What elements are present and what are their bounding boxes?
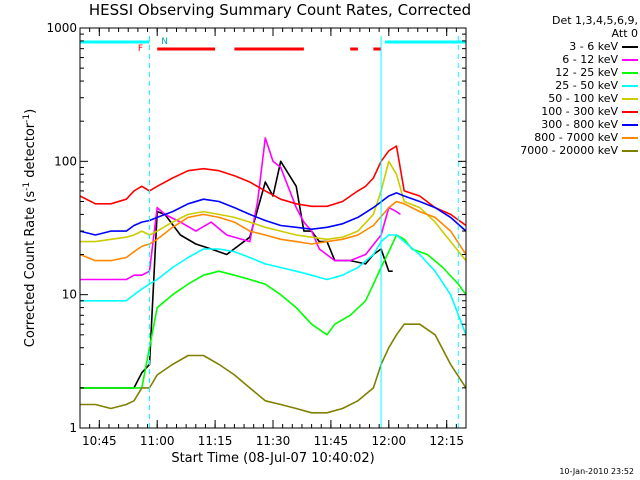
- x-tick-label-3: 11:30: [256, 434, 291, 448]
- legend-entry: 12 - 25 keV: [484, 66, 638, 79]
- legend-swatch: [622, 110, 638, 113]
- state-mark-f: F: [138, 44, 143, 54]
- legend-swatch: [622, 71, 638, 74]
- y-axis-label: Corrected Count Rate (s-1 detector-1): [22, 109, 38, 347]
- series-lines: [80, 137, 466, 414]
- legend-swatch: [622, 58, 638, 61]
- legend-label: 12 - 25 keV: [555, 66, 618, 79]
- legend-swatch: [622, 123, 638, 126]
- chart-title: HESSI Observing Summary Count Rates, Cor…: [88, 1, 472, 19]
- series-line-6: [80, 192, 466, 236]
- legend-entry: 7000 - 20000 keV: [484, 144, 638, 157]
- series-line-4: [80, 160, 466, 262]
- y-tick-label-1: 10: [62, 288, 77, 302]
- legend-label: 50 - 100 keV: [548, 92, 618, 105]
- legend-entry: 6 - 12 keV: [484, 53, 638, 66]
- legend-header-line-1: Det 1,3,4,5,6,9,: [551, 14, 638, 27]
- series-line-2: [80, 234, 466, 389]
- x-tick-label-2: 11:15: [198, 434, 233, 448]
- y-tick-label-2: 100: [54, 154, 77, 168]
- legend-entry: 25 - 50 keV: [484, 79, 638, 92]
- legend-swatch: [622, 45, 638, 48]
- legend-label: 3 - 6 keV: [569, 40, 618, 53]
- legend-header-line-2: Att 0: [611, 27, 638, 40]
- legend-entry: 50 - 100 keV: [484, 92, 638, 105]
- x-tick-label-0: 10:45: [82, 434, 117, 448]
- legend-label: 25 - 50 keV: [555, 79, 618, 92]
- legend-label: 7000 - 20000 keV: [520, 144, 618, 157]
- legend-entry: 3 - 6 keV: [484, 40, 638, 53]
- x-tick-label-4: 11:45: [314, 434, 349, 448]
- legend-entry: 300 - 800 keV: [484, 118, 638, 131]
- legend: Det 1,3,4,5,6,9, Att 0 3 - 6 keV 6 - 12 k…: [484, 14, 638, 157]
- series-line-0: [80, 160, 393, 389]
- vertical-markers: [148, 36, 459, 428]
- legend-swatch: [622, 97, 638, 100]
- state-bars: FN: [80, 37, 466, 54]
- series-line-8: [80, 323, 466, 414]
- legend-swatch: [622, 149, 638, 152]
- timestamp: 10-Jan-2010 23:52: [559, 467, 634, 476]
- x-axis-label: Start Time (08-Jul-07 10:40:02): [171, 451, 374, 466]
- series-line-7: [80, 200, 466, 262]
- x-tick-label-5: 12:00: [372, 434, 407, 448]
- legend-label: 100 - 300 keV: [541, 105, 618, 118]
- x-tick-label-6: 12:15: [429, 434, 464, 448]
- state-mark-n: N: [161, 37, 168, 47]
- legend-label: 300 - 800 keV: [541, 118, 618, 131]
- series-line-3: [80, 234, 466, 336]
- legend-entry: 100 - 300 keV: [484, 105, 638, 118]
- legend-label: 800 - 7000 keV: [534, 131, 618, 144]
- legend-swatch: [622, 84, 638, 87]
- y-tick-label-3: 1000: [46, 21, 77, 35]
- plot-frame: [79, 27, 467, 429]
- legend-swatch: [622, 136, 638, 139]
- x-tick-label-1: 11:00: [140, 434, 175, 448]
- legend-entry: 800 - 7000 keV: [484, 131, 638, 144]
- series-line-1: [80, 137, 401, 281]
- y-tick-label-0: 1: [69, 421, 77, 435]
- legend-label: 6 - 12 keV: [562, 53, 618, 66]
- axes: 1 10 100 1000 10:45 11:00 11:15 11:30 11:45 12:00…: [22, 21, 467, 466]
- legend-entries: 3 - 6 keV 6 - 12 keV 12 - 25 keV 25 - 50 ke…: [484, 40, 638, 157]
- series-line-5: [80, 145, 466, 227]
